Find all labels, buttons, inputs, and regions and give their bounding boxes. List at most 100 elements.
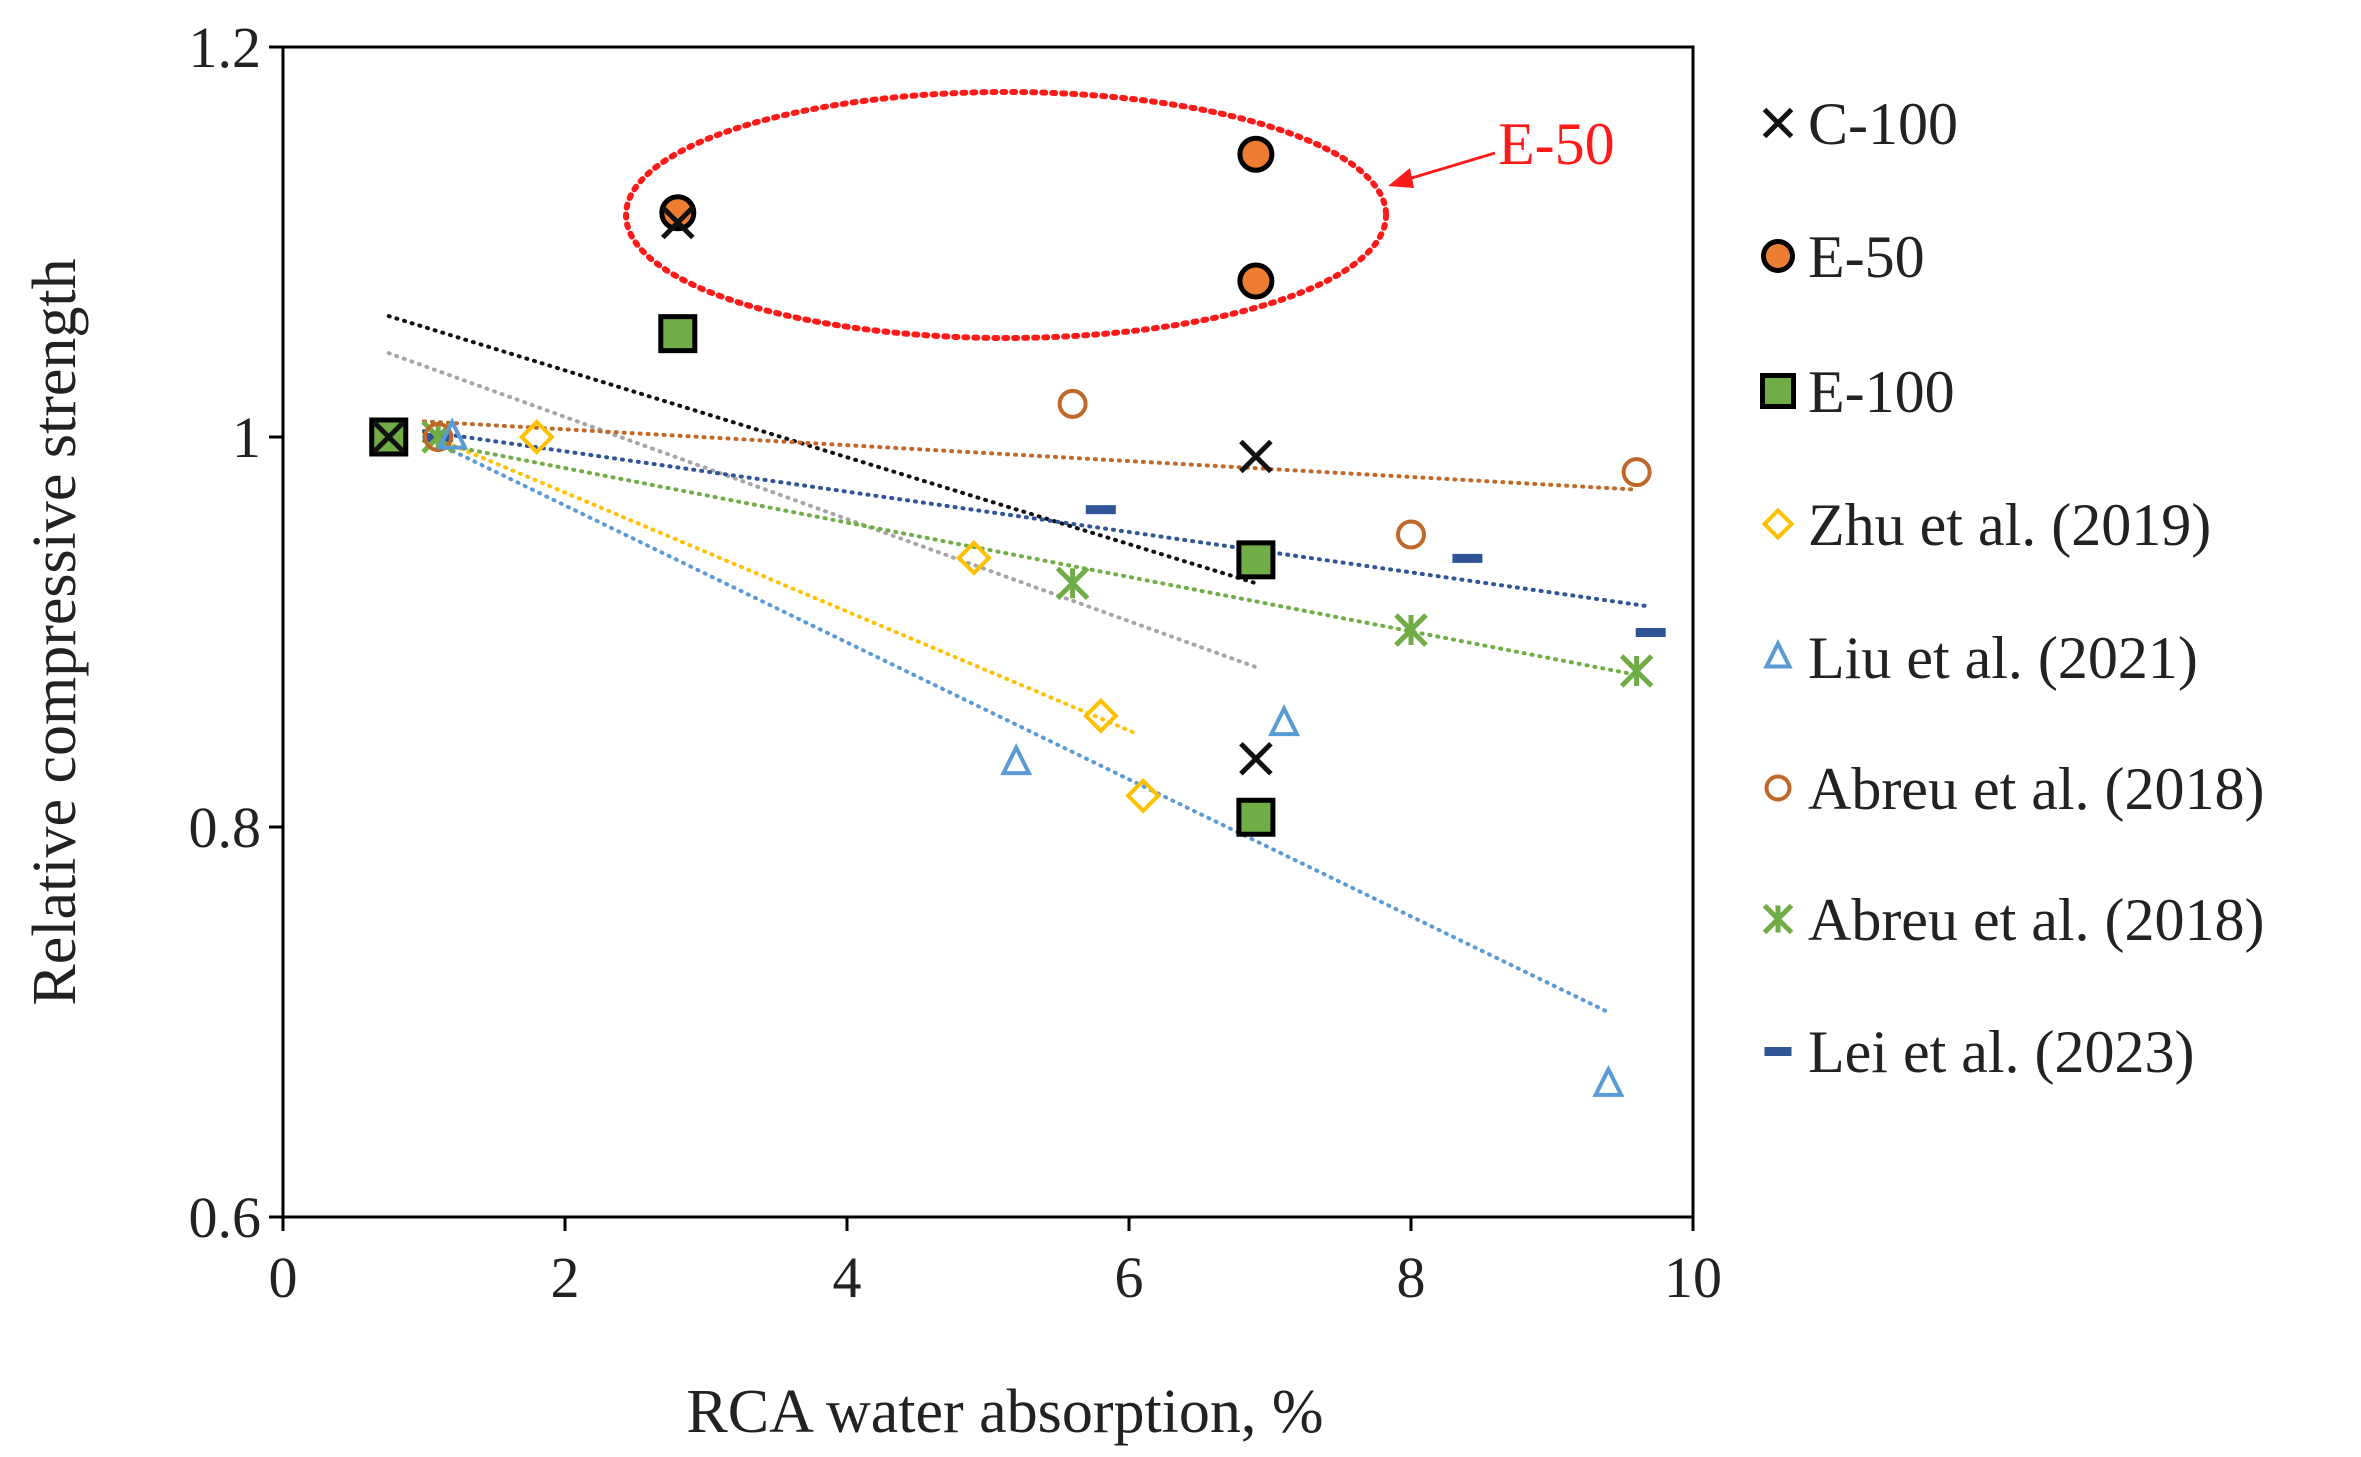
- legend-item: Liu et al. (2021): [1763, 625, 2198, 691]
- circle-open-marker: [1764, 774, 1792, 802]
- circle-mark: [1761, 239, 1795, 273]
- x-tick-label: 6: [1115, 1245, 1144, 1310]
- square-mark: [658, 314, 698, 354]
- legend-label: Zhu et al. (2019): [1808, 492, 2211, 558]
- trendline: [422, 419, 1639, 492]
- circle-mark: [1396, 519, 1426, 550]
- square-filled-marker: [1236, 797, 1276, 837]
- star-marker: [1394, 613, 1428, 647]
- diamond-mark: [1082, 698, 1119, 734]
- axes: 0 2 4 6 8 10 0.6 0.8 1 1.2: [189, 15, 1723, 1310]
- triangle-marker: [1268, 704, 1301, 737]
- legend: C-100 E-50 E-100 Zhu et al. (2019) Liu et al…: [1760, 91, 2265, 1085]
- y-axis-label: Relative compressive strength: [21, 258, 89, 1005]
- dash-marker: [1635, 628, 1666, 637]
- trendline: [422, 438, 1639, 677]
- legend-item: Abreu et al. (2018): [1762, 887, 2265, 953]
- x-tick-label: 0: [269, 1245, 298, 1310]
- legend-label: E-50: [1808, 224, 1925, 290]
- legend-label: Lei et al. (2023): [1808, 1019, 2195, 1085]
- legend-item: Zhu et al. (2019): [1761, 492, 2211, 558]
- triangle-mark: [1592, 1064, 1625, 1097]
- star-mark: [1055, 566, 1090, 601]
- star-marker: [1762, 903, 1794, 935]
- x-marker: [1239, 439, 1273, 474]
- triangle-marker: [1000, 743, 1033, 776]
- square-filled-marker: [658, 314, 698, 354]
- dash-mark: [1085, 505, 1116, 515]
- circle-mark: [423, 422, 454, 452]
- square-mark: [1236, 540, 1276, 580]
- circle-mark: [1764, 774, 1792, 802]
- circle-mark: [659, 194, 697, 232]
- trendline: [422, 431, 1139, 736]
- diamond-mark: [518, 419, 555, 455]
- x-marker: [1762, 107, 1794, 139]
- trendline: [386, 314, 1258, 586]
- x-tick-label: 8: [1397, 1245, 1426, 1310]
- x-mark: [661, 205, 695, 240]
- diamond-marker: [518, 419, 555, 455]
- triangle-mark: [1763, 639, 1793, 669]
- y-tick-label: 1: [232, 405, 261, 470]
- legend-item: Abreu et al. (2018): [1764, 756, 2265, 822]
- legend-item: E-100: [1760, 359, 1955, 425]
- circle-open-marker: [423, 422, 454, 452]
- diamond-marker: [956, 540, 992, 576]
- annotation-ellipse: [623, 89, 1389, 341]
- triangle-marker: [1592, 1064, 1625, 1097]
- square-mark: [1236, 797, 1276, 837]
- diamond-mark: [956, 540, 992, 576]
- dash-marker: [1085, 505, 1116, 515]
- star-mark: [1762, 903, 1794, 935]
- y-tick-label: 0.8: [189, 795, 262, 860]
- annotation-arrowhead: [1388, 168, 1414, 188]
- triangle-marker: [436, 417, 469, 450]
- trendline: [422, 429, 1653, 609]
- star-marker: [1055, 566, 1090, 601]
- legend-item: Lei et al. (2023): [1764, 1019, 2195, 1085]
- plot-frame: [281, 45, 1695, 1219]
- circle-mark: [1057, 388, 1088, 419]
- x-mark: [371, 420, 406, 454]
- trendline: [386, 351, 1258, 670]
- x-axis-label: RCA water absorption, %: [686, 1378, 1323, 1446]
- annotation: E-50: [623, 89, 1615, 341]
- diamond-marker: [1125, 777, 1161, 814]
- star-marker: [1619, 654, 1654, 688]
- diamond-marker: [1761, 507, 1795, 541]
- x-marker: [371, 420, 406, 454]
- legend-item: C-100: [1762, 91, 1958, 157]
- circle-open-marker: [1396, 519, 1426, 550]
- circle-filled-marker: [1237, 262, 1275, 300]
- square-mark: [1760, 373, 1796, 409]
- diamond-marker: [1082, 698, 1119, 734]
- legend-label: Liu et al. (2021): [1808, 625, 2198, 691]
- circle-filled-marker: [1237, 135, 1275, 173]
- x-tick-label: 10: [1664, 1245, 1722, 1310]
- trendline: [422, 435, 1611, 1015]
- circle-filled-marker: [1761, 239, 1795, 273]
- diamond-mark: [1125, 777, 1161, 814]
- x-mark: [1239, 741, 1273, 776]
- circle-open-marker: [1057, 388, 1088, 419]
- x-mark: [1762, 107, 1794, 139]
- data-points: [369, 135, 1666, 1097]
- x-marker: [661, 205, 695, 240]
- trendlines: [386, 314, 1653, 1015]
- diamond-mark: [1761, 507, 1795, 541]
- x-marker: [1239, 741, 1273, 776]
- legend-label: Abreu et al. (2018): [1808, 756, 2265, 822]
- dash-mark: [1635, 628, 1666, 637]
- y-tick-label: 0.6: [189, 1185, 262, 1250]
- legend-item: E-50: [1761, 224, 1925, 290]
- triangle-mark: [1268, 704, 1301, 737]
- annotation-label: E-50: [1498, 111, 1615, 177]
- circle-mark: [1237, 135, 1275, 173]
- legend-label: C-100: [1808, 91, 1958, 157]
- square-filled-marker: [1760, 373, 1796, 409]
- star-mark: [1619, 654, 1654, 688]
- dash-marker: [1452, 553, 1483, 563]
- triangle-marker: [1763, 639, 1793, 669]
